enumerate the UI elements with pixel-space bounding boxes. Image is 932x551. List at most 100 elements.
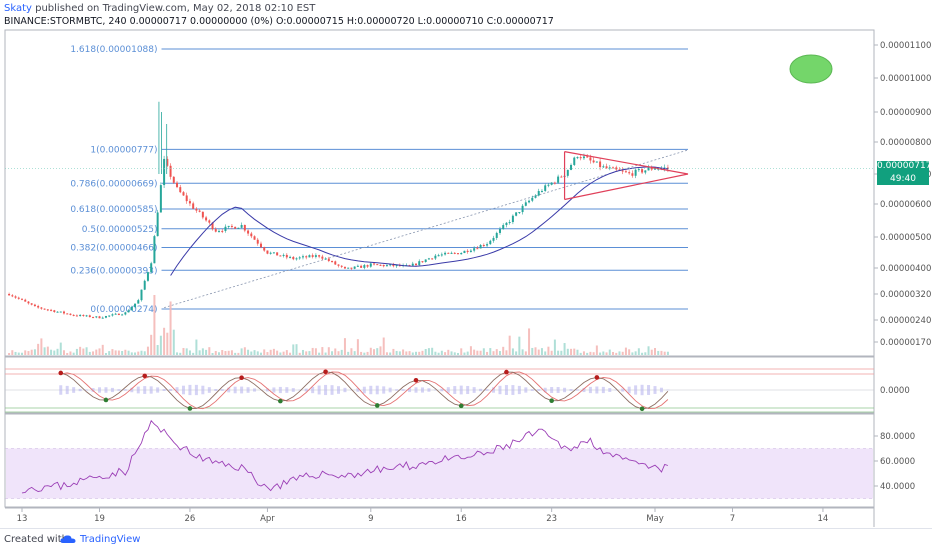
osc-histogram-bar bbox=[666, 390, 669, 391]
candle-body bbox=[538, 191, 540, 196]
volume-bar bbox=[224, 351, 226, 355]
osc-histogram-bar bbox=[182, 386, 185, 395]
candle-body bbox=[27, 302, 29, 304]
candle-body bbox=[176, 183, 178, 187]
osc-histogram-bar bbox=[369, 386, 372, 394]
osc-cross-dot bbox=[414, 378, 419, 383]
volume-bar bbox=[386, 352, 388, 355]
candle-body bbox=[8, 294, 10, 295]
last-price-tag: 0.00000717 bbox=[877, 161, 929, 174]
candle-body bbox=[354, 267, 356, 269]
osc-histogram-bar bbox=[111, 388, 114, 392]
volume-bar bbox=[586, 353, 588, 355]
volume-bar bbox=[593, 352, 595, 355]
candle-body bbox=[654, 169, 656, 170]
candle-body bbox=[628, 172, 630, 173]
volume-bar bbox=[250, 352, 252, 355]
candle-body bbox=[192, 203, 194, 208]
volume-bar bbox=[47, 347, 49, 355]
volume-bar bbox=[289, 353, 291, 355]
volume-bar bbox=[560, 351, 562, 355]
tradingview-brand[interactable]: TradingView bbox=[80, 534, 140, 545]
volume-bar bbox=[370, 348, 372, 355]
volume-bar bbox=[551, 351, 553, 355]
green-ellipse-marker bbox=[790, 55, 832, 83]
candle-body bbox=[218, 231, 220, 232]
candle-body bbox=[341, 266, 343, 267]
osc-histogram-bar bbox=[331, 385, 334, 395]
candle-body bbox=[447, 253, 449, 254]
volume-bar bbox=[518, 337, 520, 355]
candle-body bbox=[283, 255, 285, 256]
candle-body bbox=[250, 234, 252, 237]
candle-body bbox=[202, 212, 204, 218]
volume-bar bbox=[266, 352, 268, 355]
bar-countdown-tag: 49:40 bbox=[877, 174, 929, 185]
chart-canvas[interactable]: 0.000011000.000010000.000009000.00000800… bbox=[0, 0, 932, 528]
price-tick-label: 0.00000240 bbox=[880, 316, 931, 326]
candle-body bbox=[137, 300, 139, 303]
candle-body bbox=[95, 316, 97, 317]
candle-body bbox=[631, 173, 633, 175]
volume-bar bbox=[24, 350, 26, 355]
volume-bar bbox=[241, 348, 243, 355]
price-tick-label: 0.00000600 bbox=[880, 200, 931, 210]
volume-bar bbox=[325, 353, 327, 355]
osc-cross-dot bbox=[504, 370, 509, 375]
osc-histogram-bar bbox=[337, 386, 340, 394]
candle-body bbox=[270, 253, 272, 254]
volume-bar bbox=[328, 347, 330, 355]
candle-body bbox=[102, 318, 104, 319]
candle-body bbox=[205, 217, 207, 220]
volume-bar bbox=[315, 348, 317, 355]
osc-cross-dot bbox=[278, 399, 283, 404]
volume-bar bbox=[170, 301, 172, 355]
osc-histogram-bar bbox=[654, 386, 657, 394]
volume-bar bbox=[270, 350, 272, 355]
candle-body bbox=[302, 256, 304, 257]
candle-body bbox=[370, 263, 372, 266]
osc-histogram-bar bbox=[117, 389, 120, 391]
volume-bar bbox=[367, 352, 369, 355]
osc-cross-dot bbox=[104, 398, 109, 403]
volume-bar bbox=[186, 348, 188, 355]
candle-body bbox=[551, 183, 553, 185]
candle-body bbox=[266, 251, 268, 254]
tradingview-cloud-icon[interactable] bbox=[60, 532, 76, 546]
candle-body bbox=[224, 227, 226, 231]
candle-body bbox=[525, 202, 527, 205]
rsi-tick-label: 80.0000 bbox=[880, 432, 915, 442]
candle-body bbox=[441, 254, 443, 255]
osc-histogram-bar bbox=[466, 386, 469, 394]
volume-bar bbox=[589, 352, 591, 355]
time-tick-label: May bbox=[646, 514, 664, 524]
osc-cross-dot bbox=[595, 375, 600, 380]
volume-bar bbox=[512, 348, 514, 355]
candle-body bbox=[244, 225, 246, 231]
candle-body bbox=[179, 187, 181, 192]
osc-histogram-bar bbox=[188, 385, 191, 395]
candle-body bbox=[131, 307, 133, 310]
candle-body bbox=[612, 167, 614, 168]
volume-bar bbox=[664, 352, 666, 355]
candle-body bbox=[163, 159, 165, 185]
candle-body bbox=[586, 156, 588, 157]
candle-body bbox=[344, 267, 346, 269]
volume-bar bbox=[131, 352, 133, 355]
volume-bar bbox=[18, 353, 20, 355]
candle-body bbox=[480, 245, 482, 248]
candle-body bbox=[118, 314, 120, 315]
candle-body bbox=[273, 252, 275, 253]
candle-body bbox=[221, 231, 223, 232]
candle-body bbox=[34, 305, 36, 306]
volume-bar bbox=[176, 352, 178, 355]
candle-body bbox=[576, 157, 578, 158]
candle-body bbox=[318, 255, 320, 256]
volume-bar bbox=[296, 344, 298, 355]
volume-bar bbox=[215, 351, 217, 355]
volume-bar bbox=[234, 353, 236, 355]
volume-bar bbox=[205, 350, 207, 355]
volume-bar bbox=[405, 351, 407, 355]
candle-body bbox=[47, 309, 49, 310]
volume-bar bbox=[318, 353, 320, 355]
